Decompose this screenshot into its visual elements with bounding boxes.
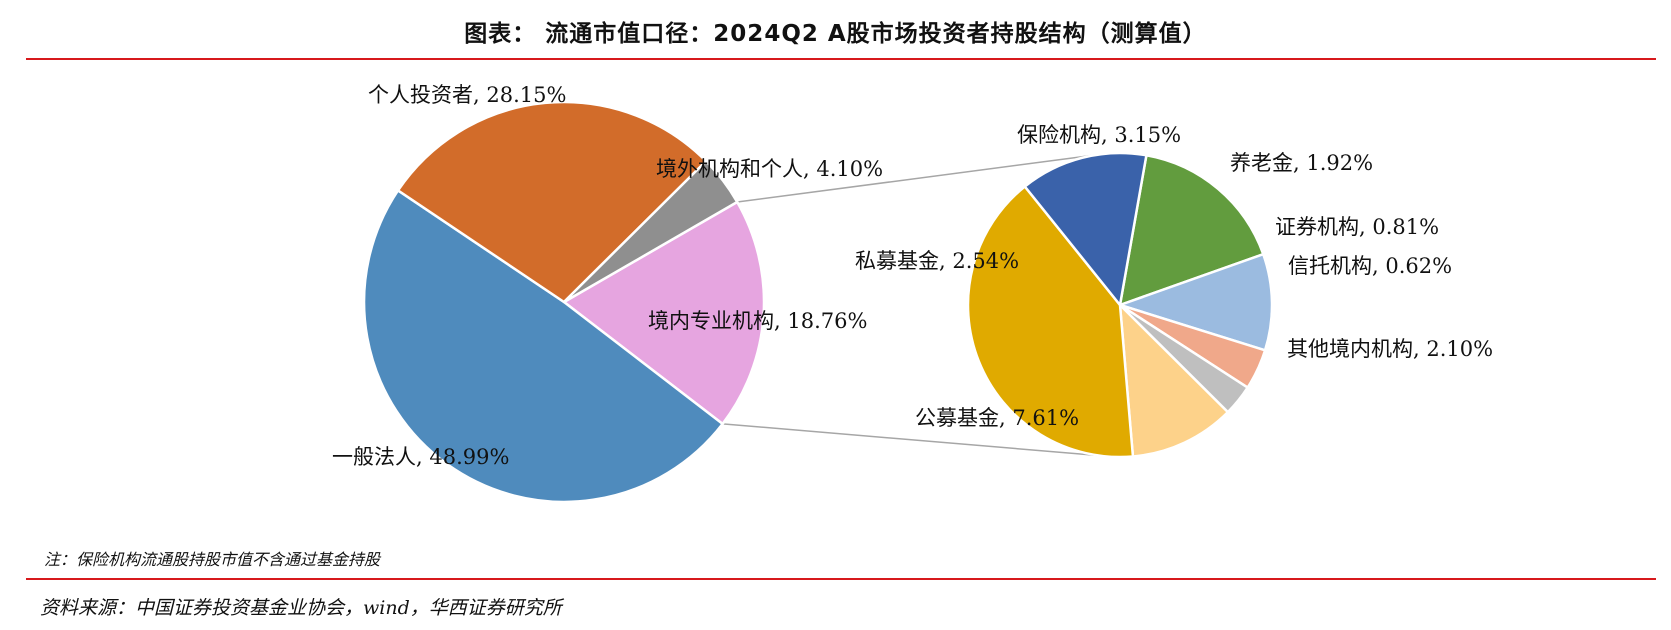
pie-slice-1-5 [966, 184, 1135, 459]
pie-slice-0-1 [362, 188, 725, 504]
connector-line-bottom [722, 423, 1115, 458]
slice-label-breakdown-2: 证券机构, 0.81% [1275, 215, 1439, 239]
pie-slice-1-6 [1023, 151, 1148, 308]
slice-label-breakdown-1: 养老金, 1.92% [1230, 151, 1373, 175]
pie-slice-0-2 [396, 100, 708, 304]
top-divider [26, 58, 1656, 60]
pie-slice-0-0 [561, 200, 766, 426]
connector-lines [722, 154, 1115, 458]
pie-slice-1-4 [1118, 301, 1230, 458]
pie-slice-1-0 [1118, 153, 1265, 307]
slice-label-breakdown-3: 信托机构, 0.62% [1288, 254, 1452, 278]
slice-label-breakdown-5: 公募基金, 7.61% [915, 406, 1079, 430]
slice-label-main-3: 境外机构和个人, 4.10% [656, 157, 883, 181]
slice-label-breakdown-4: 其他境内机构, 2.10% [1287, 337, 1493, 361]
connector-line-top [737, 154, 1097, 203]
source-note: 资料来源：中国证券投资基金业协会，wind，华西证券研究所 [40, 597, 562, 619]
slice-label-main-2: 个人投资者, 28.15% [368, 83, 566, 107]
footnote: 注：保险机构流通股持股市值不含通过基金持股 [44, 550, 381, 569]
pie-slice-1-1 [1116, 252, 1274, 352]
slice-label-breakdown-6: 私募基金, 2.54% [855, 249, 1019, 273]
slice-label-breakdown-0: 保险机构, 3.15% [1017, 123, 1181, 147]
main-pie [362, 100, 766, 504]
breakdown-pie [966, 151, 1274, 459]
chart-title: 图表： 流通市值口径：2024Q2 A股市场投资者持股结构（测算值） [464, 21, 1207, 47]
pie-chart-area: 境内专业机构, 18.76% 一般法人, 48.99% 个人投资者, 28.15% 境… [332, 83, 1493, 504]
bottom-divider [26, 578, 1656, 580]
pie-slice-0-3 [563, 159, 739, 304]
slice-label-main-0: 境内专业机构, 18.76% [648, 309, 867, 333]
slice-labels: 境内专业机构, 18.76% 一般法人, 48.99% 个人投资者, 28.15% 境… [332, 83, 1493, 469]
slice-label-main-1: 一般法人, 48.99% [332, 445, 509, 469]
